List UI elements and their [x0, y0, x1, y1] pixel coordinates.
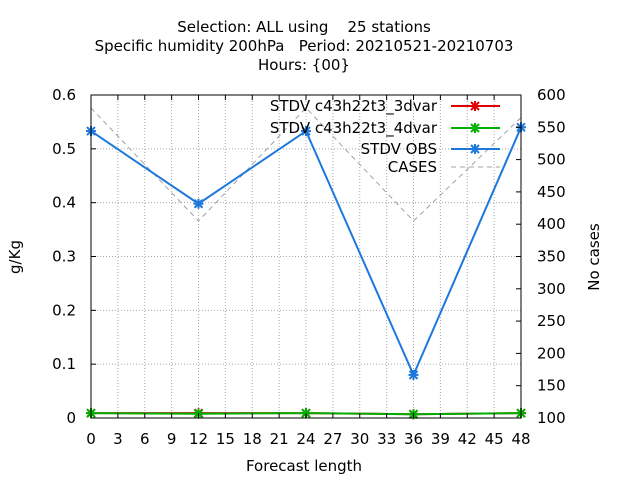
legend-entry: STDV OBS: [361, 140, 500, 158]
data-point: [301, 126, 311, 137]
x-tick-label: 27: [323, 430, 342, 448]
series-line: [90, 107, 522, 222]
grid: [91, 95, 521, 418]
x-tick-label: 12: [189, 430, 208, 448]
x-tick-label: 30: [350, 430, 369, 448]
x-axis: 0 3 6 9 12 15 18 21 24 27 30 33 36 39 42 45 48: [86, 95, 531, 448]
legend-entry: STDV c43h22t3_4dvar: [270, 119, 500, 138]
y2-tick-label: 600: [537, 86, 566, 104]
legend-label: STDV c43h22t3_4dvar: [270, 119, 438, 138]
x-tick-label: 24: [296, 430, 315, 448]
y-tick-label: 0.3: [52, 248, 76, 266]
y2-tick-label: 450: [537, 183, 566, 201]
y-axis: 0 0.1 0.2 0.3 0.4 0.5 0.6: [52, 86, 96, 427]
x-tick-label: 0: [86, 430, 96, 448]
legend-entry: STDV c43h22t3_3dvar: [270, 97, 500, 116]
y-tick-label: 0.4: [52, 194, 76, 212]
x-axis-label: Forecast length: [246, 457, 362, 475]
x-tick-label: 15: [216, 430, 235, 448]
legend-marker: [470, 144, 480, 154]
y2-tick-label: 150: [537, 377, 566, 395]
y2-axis: 100 150 200 250 300 350 400 450 500 550 600: [516, 86, 566, 427]
title-line-3: Hours: {00}: [258, 56, 350, 74]
y2-tick-label: 100: [537, 409, 566, 427]
data-point: [408, 369, 419, 380]
legend-marker: [470, 123, 480, 133]
legend: STDV c43h22t3_3dvar STDV c43h22t3_4dvar ST…: [270, 97, 500, 176]
x-tick-label: 18: [243, 430, 262, 448]
x-tick-label: 3: [113, 430, 123, 448]
legend-label: STDV c43h22t3_3dvar: [270, 97, 438, 116]
y2-axis-label: No cases: [585, 223, 603, 291]
x-tick-label: 48: [511, 430, 530, 448]
y-tick-label: 0.5: [52, 140, 76, 158]
y-tick-label: 0.2: [52, 301, 76, 319]
legend-label: STDV OBS: [361, 140, 437, 158]
x-tick-label: 33: [377, 430, 396, 448]
y2-tick-label: 550: [537, 118, 566, 136]
legend-label: CASES: [388, 158, 437, 176]
x-tick-label: 45: [485, 430, 504, 448]
x-tick-label: 39: [431, 430, 450, 448]
x-tick-label: 9: [167, 430, 177, 448]
y2-tick-label: 250: [537, 312, 566, 330]
x-tick-label: 6: [140, 430, 150, 448]
title-line-2: Specific humidity 200hPa Period: 2021052…: [95, 37, 514, 55]
legend-entry: CASES: [388, 158, 500, 176]
data-point: [193, 198, 204, 209]
y-tick-label: 0.1: [52, 355, 76, 373]
legend-marker: [470, 101, 480, 111]
y-axis-label: g/Kg: [6, 240, 24, 274]
x-tick-label: 42: [458, 430, 477, 448]
y2-tick-label: 350: [537, 248, 566, 266]
y-tick-label: 0: [66, 409, 76, 427]
chart-title: Selection: ALL using 25 stations Specifi…: [95, 18, 514, 74]
title-line-1: Selection: ALL using 25 stations: [177, 18, 431, 36]
y2-tick-label: 200: [537, 344, 566, 362]
y2-tick-label: 400: [537, 215, 566, 233]
y2-tick-label: 500: [537, 151, 566, 169]
x-tick-label: 21: [270, 430, 289, 448]
y2-tick-label: 300: [537, 280, 566, 298]
y-tick-label: 0.6: [52, 86, 76, 104]
series-cases: [90, 107, 522, 222]
x-tick-label: 36: [404, 430, 423, 448]
